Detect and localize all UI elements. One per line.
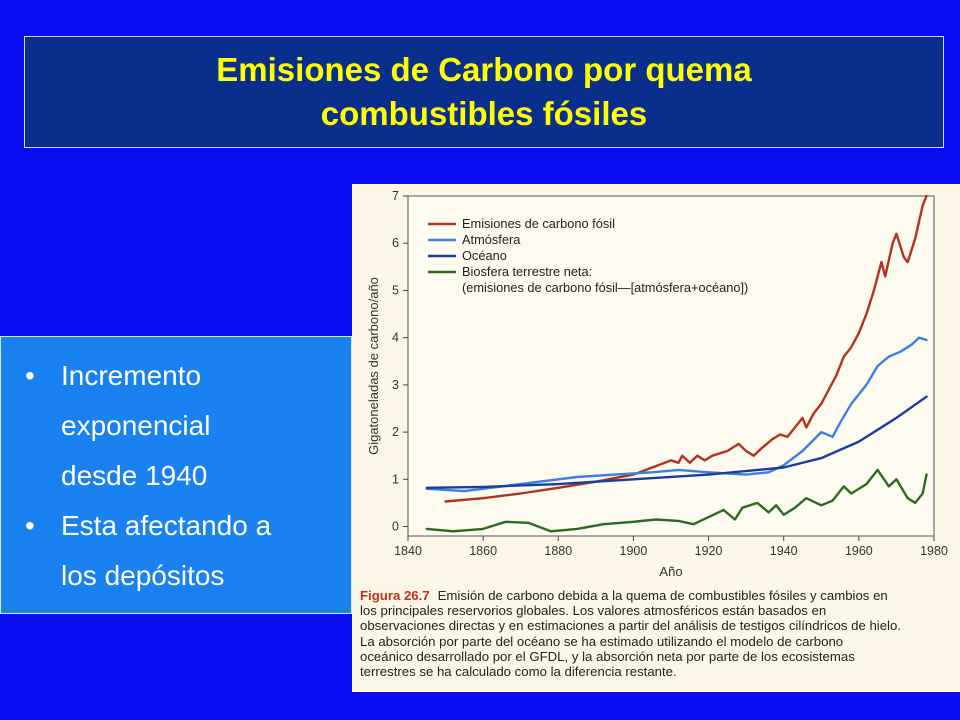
x-tick-label: 1980 <box>920 544 948 558</box>
bullet-item: • Incremento exponencial desde 1940 <box>1 351 351 501</box>
series-line <box>425 395 928 489</box>
x-tick-label: 1960 <box>845 544 873 558</box>
figure-label: Figura 26.7 <box>360 588 430 603</box>
plot-area <box>407 195 935 537</box>
bullet-dot: • <box>25 360 35 391</box>
y-tick-label: 1 <box>392 472 399 486</box>
series-line <box>444 194 928 503</box>
bullet-list: • Incremento exponencial desde 1940 • Es… <box>1 337 351 601</box>
x-tick-label: 1860 <box>469 544 497 558</box>
title-box: Emisiones de Carbono por quema combustib… <box>24 36 944 148</box>
y-tick-label: 6 <box>392 236 399 250</box>
x-tick-label: 1900 <box>620 544 648 558</box>
caption-line: oceánico desarrollado por el GFDL, y la … <box>360 648 855 664</box>
legend-label: Océano <box>462 248 507 263</box>
slide-title: Emisiones de Carbono por quema combustib… <box>216 51 752 132</box>
y-tick-label: 0 <box>392 520 399 534</box>
bullet-line: desde 1940 <box>61 460 208 491</box>
legend-label: Emisiones de carbono fósil <box>462 216 615 231</box>
series-line <box>425 336 928 493</box>
y-tick-label: 4 <box>392 331 399 345</box>
x-tick-label: 1840 <box>394 544 422 558</box>
figure-caption: Figura 26.7 Emisión de carbono debida a l… <box>360 588 956 679</box>
caption-line: La absorción por parte del océano se ha … <box>360 633 844 649</box>
caption-line: observaciones directas y en estimaciones… <box>360 618 901 634</box>
bullet-line: exponencial <box>61 410 211 441</box>
caption-line: terrestres se ha calculado como la difer… <box>360 664 677 680</box>
bullet-line: los depósitos <box>61 560 225 591</box>
legend-label: Biosfera terrestre neta: <box>462 264 592 279</box>
x-tick-label: 1940 <box>770 544 798 558</box>
x-tick-label: 1920 <box>695 544 723 558</box>
y-tick-label: 3 <box>392 378 399 392</box>
legend-label: Atmósfera <box>462 232 521 247</box>
bullet-box: • Incremento exponencial desde 1940 • Es… <box>0 336 352 614</box>
x-tick-label: 1880 <box>544 544 572 558</box>
carbon-emissions-chart: 1840 1860 1880 1900 1920 1940 1960 1980 0 1 2 3 4 5 6 7… <box>366 189 948 579</box>
series-line <box>425 468 928 533</box>
x-axis-label: Año <box>659 564 682 579</box>
y-axis-label: Gigatoneladas de carbono/año <box>366 277 381 455</box>
y-tick-label: 2 <box>392 425 399 439</box>
figure-panel: 1840 1860 1880 1900 1920 1940 1960 1980 0 1 2 3 4 5 6 7… <box>352 184 960 692</box>
y-tick-label: 5 <box>392 283 399 297</box>
y-tick-label: 7 <box>392 189 399 203</box>
caption-line: los principales reservorios globales. Lo… <box>360 603 827 619</box>
bullet-item: • Esta afectando a los depósitos <box>1 501 351 601</box>
bullet-dot: • <box>25 510 35 541</box>
bullet-line: Incremento <box>61 360 202 391</box>
legend-label: (emisiones de carbono fósil—[atmósfera+o… <box>462 280 748 295</box>
bullet-line: Esta afectando a <box>61 510 272 541</box>
caption-line: Emisión de carbono debida a la quema de … <box>437 588 888 603</box>
